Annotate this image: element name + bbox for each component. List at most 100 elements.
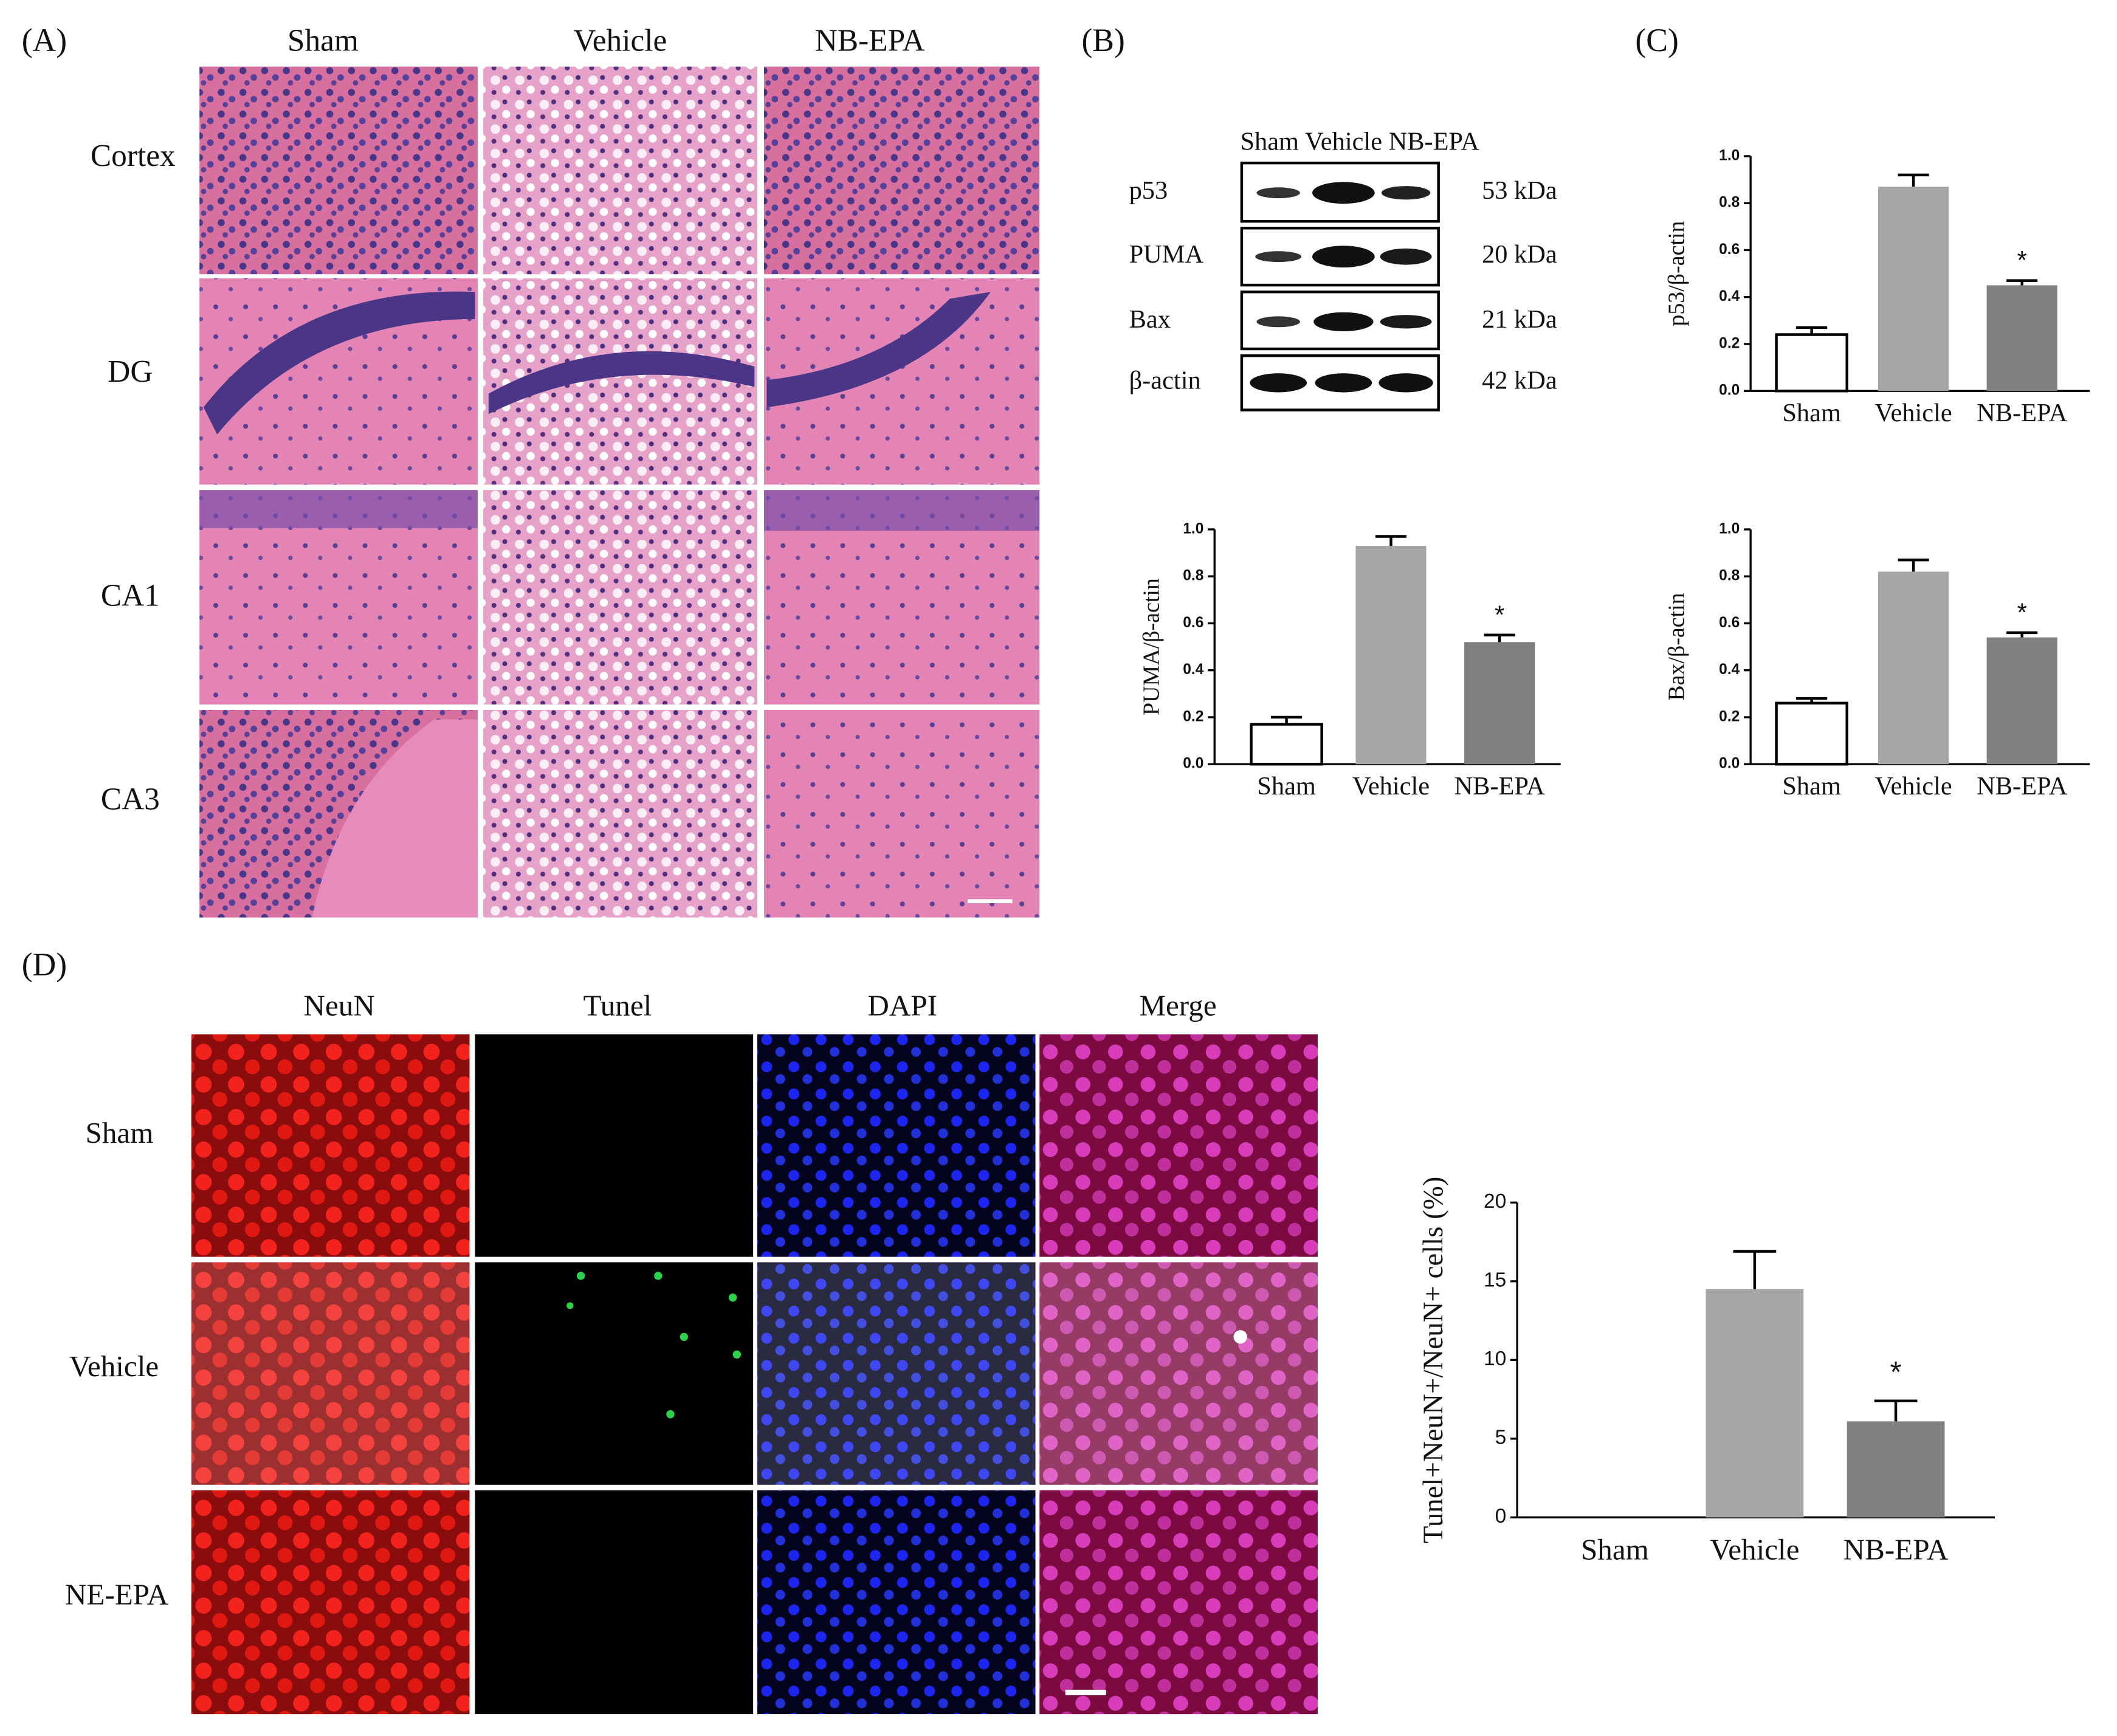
panel-label: (C) (1635, 22, 1678, 58)
protein-label: p53 (1129, 176, 1168, 205)
blot (1240, 161, 1440, 412)
row-label: DG (108, 354, 153, 389)
micrograph (757, 1034, 1036, 1257)
y-tick-label: 0.0 (1719, 382, 1740, 399)
protein-label: Bax (1129, 305, 1171, 334)
x-tick-label: NB-EPA (1843, 1533, 1949, 1566)
band (1312, 246, 1375, 268)
x-tick-label: Vehicle (1352, 772, 1430, 801)
bar (1986, 637, 2057, 765)
y-tick-label: 0.8 (1719, 195, 1740, 211)
row-label: Vehicle (69, 1349, 159, 1383)
cell-layer (766, 292, 991, 408)
x-tick-label: Sham (1782, 399, 1841, 427)
micrograph (1039, 1262, 1318, 1485)
bar (1464, 642, 1535, 765)
y-axis-label: Bax/β-actin (1664, 593, 1690, 700)
y-tick-label: 0.6 (1183, 615, 1203, 631)
x-tick-label: Sham (1257, 772, 1316, 801)
y-tick-label: 10 (1484, 1348, 1506, 1370)
tunel-spot (680, 1332, 688, 1342)
micrograph (475, 1490, 754, 1715)
row-label: CA1 (101, 579, 160, 613)
micrograph (764, 66, 1040, 275)
bar (1775, 333, 1848, 393)
micrograph (199, 66, 478, 275)
y-tick-label: 20 (1484, 1190, 1506, 1213)
x-tick-label: Vehicle (1710, 1533, 1799, 1566)
x-tick-label: Vehicle (1875, 772, 1952, 801)
significance-mark: * (2017, 598, 2027, 627)
y-tick-label: 0.0 (1183, 756, 1203, 772)
micrograph (1039, 1034, 1318, 1257)
column-label: Merge (1139, 988, 1216, 1022)
band (1312, 182, 1375, 204)
panel-label: (B) (1081, 22, 1124, 58)
merge-spot (1233, 1330, 1247, 1344)
tunel-spot (576, 1272, 585, 1280)
band (1381, 186, 1431, 200)
y-tick-label: 1.0 (1719, 147, 1740, 164)
micrograph (483, 709, 757, 918)
x-tick-label: Sham (1581, 1533, 1649, 1566)
band (1379, 373, 1433, 393)
cell-layer (488, 351, 755, 415)
band (1313, 312, 1374, 331)
protein-label: β-actin (1129, 367, 1201, 395)
y-tick-label: 5 (1495, 1427, 1507, 1449)
y-axis-label: p53/β-actin (1664, 221, 1690, 326)
bar (1706, 1289, 1804, 1518)
band (1255, 251, 1302, 263)
y-tick-label: 0 (1495, 1505, 1507, 1528)
column-label: Tunel (583, 988, 652, 1022)
y-tick-label: 0.6 (1719, 241, 1740, 258)
bar (1986, 285, 2057, 391)
micrograph (483, 66, 757, 275)
y-tick-label: 0.8 (1183, 568, 1203, 584)
y-tick-label: 0.6 (1719, 615, 1740, 631)
significance-mark: * (1495, 601, 1505, 629)
y-tick-label: 0.8 (1719, 568, 1740, 584)
micrograph (764, 709, 1040, 918)
tunel-spot (654, 1272, 663, 1280)
band (1380, 315, 1432, 329)
size-label: 20 kDa (1482, 240, 1557, 269)
band (1256, 187, 1300, 199)
column-label: Sham (287, 23, 359, 58)
micrograph (475, 1034, 754, 1257)
column-label: DAPI (867, 988, 937, 1022)
panel-label: (A) (22, 22, 67, 58)
y-tick-label: 0.2 (1183, 708, 1203, 725)
micrograph-grid (199, 66, 1040, 918)
y-tick-label: 1.0 (1719, 520, 1740, 537)
cell-layer (203, 291, 475, 435)
bar (1878, 187, 1949, 391)
micrograph (757, 1490, 1036, 1715)
band (1250, 373, 1307, 393)
cell-layer (199, 490, 478, 528)
row-label: Sham (86, 1116, 154, 1149)
micrograph (483, 490, 757, 704)
y-axis-label: PUMA/β-actin (1138, 578, 1164, 715)
x-tick-label: Sham (1782, 772, 1841, 801)
fluorescence-grid (191, 1034, 1318, 1715)
cell-layer (764, 490, 1040, 531)
y-tick-label: 0.4 (1719, 288, 1740, 305)
x-tick-label: NB-EPA (1977, 399, 2068, 427)
band (1256, 316, 1300, 328)
y-tick-label: 0.2 (1719, 708, 1740, 725)
significance-mark: * (2017, 246, 2027, 275)
size-label: 21 kDa (1482, 305, 1557, 334)
micrograph (191, 1490, 470, 1715)
row-label: NE-EPA (65, 1577, 169, 1611)
micrograph (475, 1262, 754, 1485)
row-label: CA3 (101, 782, 160, 816)
micrograph (757, 1262, 1036, 1485)
panel-label: (D) (22, 946, 67, 982)
y-tick-label: 0.0 (1719, 756, 1740, 772)
y-tick-label: 0.2 (1719, 335, 1740, 351)
tunel-spot (566, 1302, 574, 1309)
lane-labels: Sham Vehicle NB-EPA (1240, 128, 1479, 156)
